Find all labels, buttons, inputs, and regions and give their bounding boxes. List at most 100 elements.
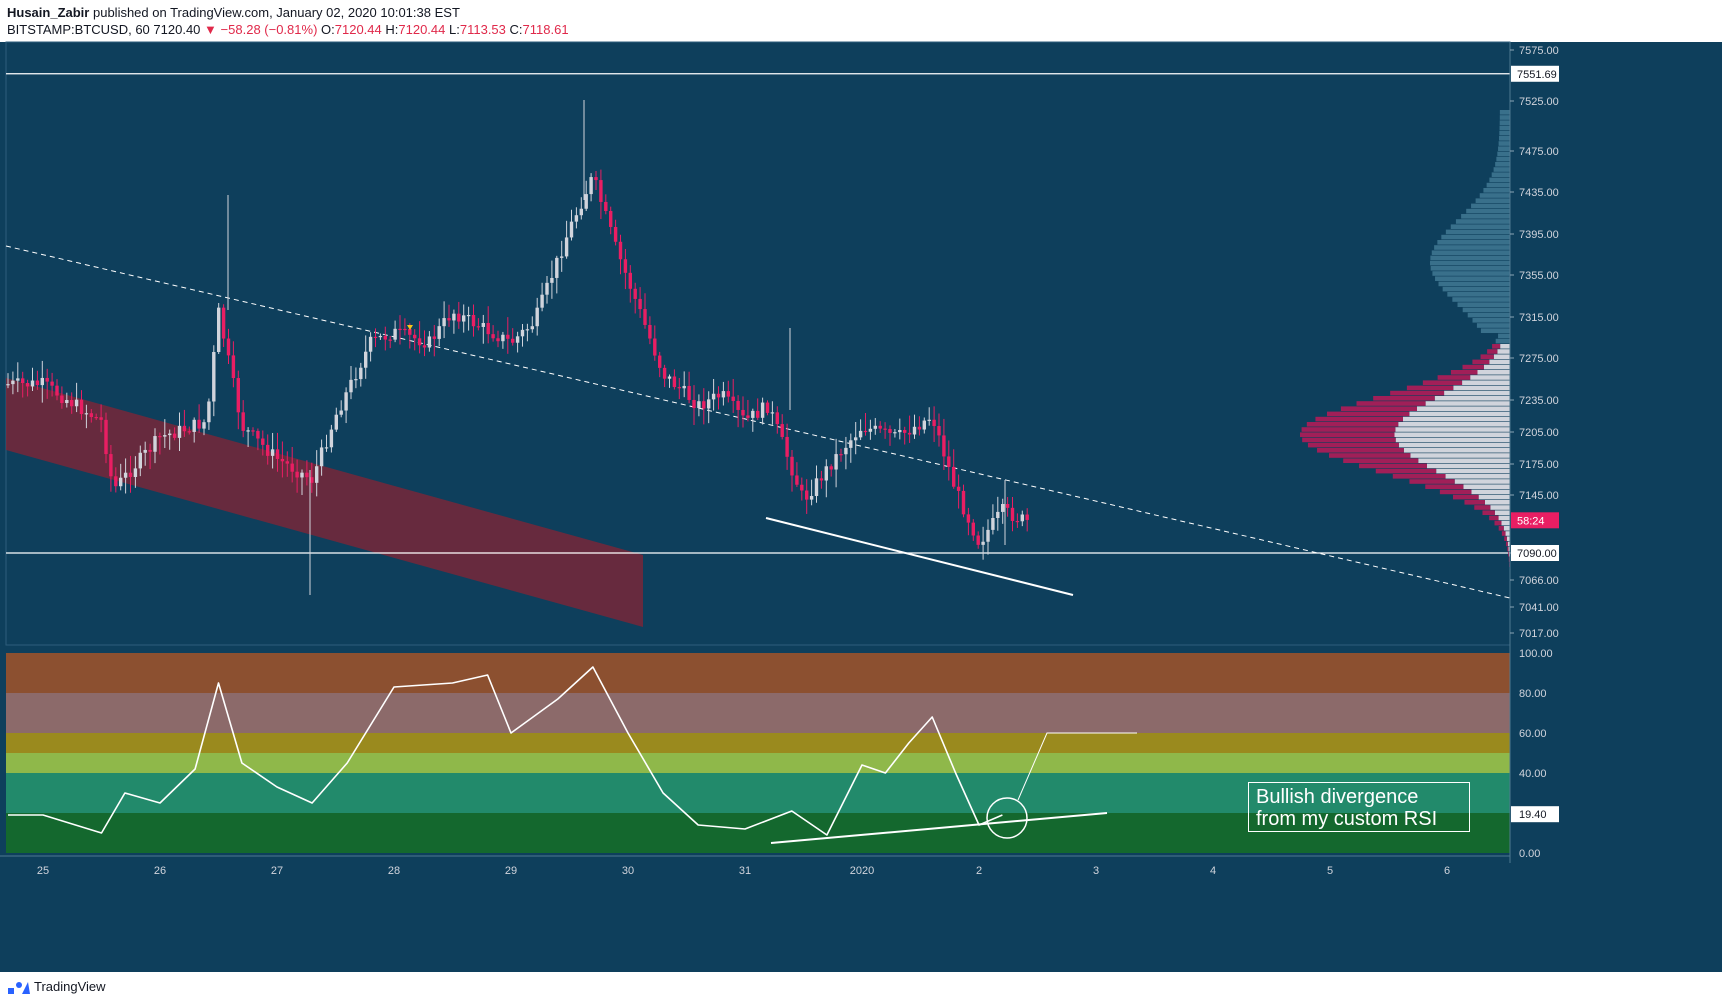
volume-bar-up [1477,370,1510,375]
candle-body [408,328,412,335]
candle-body [40,377,44,386]
candle-body [496,338,500,342]
candle-body [623,259,628,273]
volume-bar-up [1498,515,1510,521]
candle-body [1025,514,1029,520]
volume-bar-up [1398,442,1510,448]
candle-body [942,435,946,457]
candle-body [491,334,495,339]
candle-body [329,429,334,448]
candle-body [109,454,113,477]
volume-bar-up [1445,474,1510,479]
rsi-divergence-trendline[interactable] [770,812,1108,844]
volume-bar-down [1409,479,1455,484]
close-label: C: [509,22,523,37]
time-tick-label: 2 [976,865,982,877]
candle-body [814,478,819,496]
price-tick-label: 7475.00 [1519,146,1559,158]
volume-bar-up [1499,125,1510,131]
author-name[interactable]: Husain_Zabir [7,5,90,20]
volume-bar-down [1392,474,1446,479]
candle-body [991,517,995,530]
candle-body [349,379,353,393]
candle-body [785,436,789,457]
candle-body [364,351,368,368]
candle-body [315,466,319,483]
candle-body [819,478,824,481]
tradingview-brand[interactable]: TradingView [34,979,106,994]
volume-bar-down [1356,401,1426,406]
candle-body [515,336,520,343]
volume-bar-up [1471,203,1510,209]
volume-bar-up [1416,406,1510,411]
resistance-price-tag[interactable]: 7551.69 [1517,69,1557,81]
candle-body [221,307,226,339]
price-pane[interactable] [5,41,1511,646]
close-value: 7118.61 [522,22,569,37]
volume-bar-down [1373,396,1435,401]
volume-bar-up [1466,208,1510,214]
candle-body [104,419,108,455]
candle-body [653,338,657,356]
candle-body [726,391,730,397]
price-lower-trendline[interactable] [765,517,1074,596]
candle-body [172,433,177,438]
price-axis[interactable]: 7575.00 7525.00 7475.00 7435.00 7395.00 7355.… [1509,42,1722,863]
price-axis-background [1510,42,1722,863]
candle-body [168,433,172,436]
candle-body [628,272,632,289]
candle-body [687,385,691,400]
candle-body [432,336,436,339]
rsi-line[interactable] [8,666,1003,836]
candle-body [334,414,338,430]
volume-bar-up [1425,401,1510,406]
volume-bar-up [1475,198,1510,203]
candle-body [741,409,745,416]
candle-body [511,338,515,343]
price-tick-label: 7275.00 [1519,353,1559,365]
price-tick-label: 7315.00 [1519,312,1559,324]
candle-body [677,387,681,389]
candle-body [613,226,618,242]
rsi-band [6,733,1510,753]
down-arrow-icon: ▼ [204,22,217,37]
symbol-label[interactable]: BITSTAMP:BTCUSD, 60 [7,22,150,37]
divergence-callout[interactable]: Bullish divergence from my custom RSI [1248,782,1470,832]
countdown-tag[interactable]: 58:24 [1517,515,1545,527]
candle-body [907,432,912,435]
candle-body [128,472,133,477]
rsi-tick-label: 0.00 [1519,848,1540,860]
signal-marker-icon[interactable] [407,325,413,330]
volume-bar-up [1442,286,1510,292]
candle-body [1015,520,1020,523]
candles[interactable] [6,100,1029,595]
rsi-panel[interactable] [6,653,1510,853]
candle-body [403,328,407,331]
time-axis[interactable]: 25 26 27 28 29 30 31 2020 2 3 4 5 6 [0,855,1722,882]
candle-body [780,424,784,437]
support-price-tag[interactable]: 7090.00 [1517,548,1557,560]
divergence-highlight-circle[interactable] [986,797,1028,839]
candle-body [976,535,980,545]
volume-profile[interactable] [1300,110,1510,588]
candle-body [525,329,530,331]
tradingview-logo-icon[interactable] [8,980,30,996]
candle-body [285,461,289,464]
candle-body [966,514,971,523]
dashed-trendline[interactable] [5,245,1511,599]
last-price: 7120.40 [153,22,201,37]
candle-body [241,412,245,431]
candle-body [760,402,765,418]
rsi-last-value-tag[interactable]: 19.40 [1519,809,1547,821]
time-tick-label: 4 [1210,865,1216,877]
volume-bar-up [1499,120,1510,125]
price-tick-label: 7175.00 [1519,459,1559,471]
volume-bar-up [1418,458,1510,463]
volume-bar-up [1470,375,1510,380]
candle-body [246,430,250,432]
rsi-tick-label: 80.00 [1519,688,1547,700]
volume-bar-down [1508,557,1510,562]
candle-body [682,385,686,389]
volume-bar-down [1489,515,1499,521]
